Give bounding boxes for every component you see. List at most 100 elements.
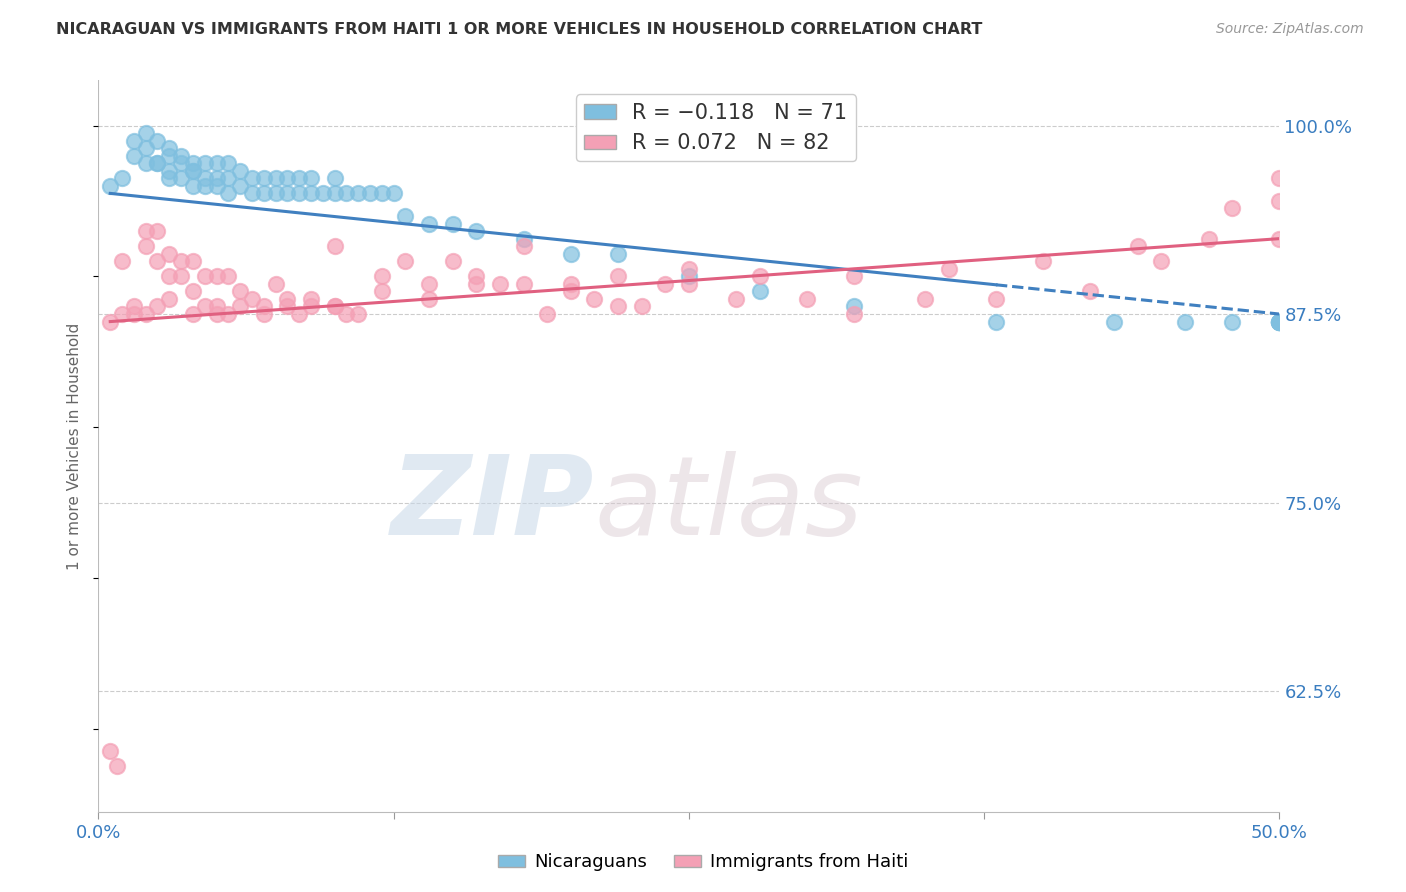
Point (299, 300, 322, 314)
Point (1220, 202, 1243, 216)
Point (229, 163, 252, 178)
Point (122, 300, 145, 314)
Point (844, 300, 866, 314)
Point (394, 209, 416, 223)
Legend: Nicaraguans, Immigrants from Haiti: Nicaraguans, Immigrants from Haiti (491, 847, 915, 879)
Point (489, 277, 512, 291)
Point (1268, 315, 1291, 329)
Point (512, 277, 534, 291)
Point (253, 307, 276, 321)
Point (264, 186, 287, 201)
Point (512, 239, 534, 253)
Point (323, 300, 346, 314)
Point (1032, 254, 1054, 268)
Point (1080, 285, 1102, 299)
Point (194, 156, 217, 170)
Point (181, 254, 204, 268)
Point (276, 300, 298, 314)
Point (312, 186, 335, 201)
Point (1268, 171, 1291, 186)
Point (253, 300, 276, 314)
Point (441, 217, 464, 231)
Point (205, 307, 228, 321)
Point (253, 186, 276, 201)
Point (181, 156, 204, 170)
Point (796, 292, 818, 306)
Point (914, 292, 936, 306)
Point (276, 186, 298, 201)
Point (170, 269, 193, 284)
Point (229, 285, 252, 299)
Point (654, 277, 676, 291)
Point (299, 186, 322, 201)
Point (1268, 232, 1291, 246)
Point (1102, 315, 1125, 329)
Point (607, 246, 630, 260)
Point (441, 254, 464, 268)
Point (146, 134, 169, 148)
Point (194, 171, 217, 186)
Point (170, 254, 193, 268)
Point (122, 134, 145, 148)
Point (194, 269, 217, 284)
Point (323, 171, 346, 186)
Point (105, 759, 128, 773)
Point (217, 171, 239, 186)
Point (844, 307, 866, 321)
Point (1220, 315, 1243, 329)
Point (984, 315, 1007, 329)
Point (170, 171, 193, 186)
Point (1268, 315, 1291, 329)
Point (170, 149, 193, 163)
Point (181, 163, 204, 178)
Point (170, 156, 193, 170)
Point (323, 186, 346, 201)
Point (240, 186, 263, 201)
Point (135, 156, 157, 170)
Point (844, 269, 866, 284)
Point (122, 307, 145, 321)
Point (1198, 232, 1220, 246)
Point (1268, 194, 1291, 208)
Point (583, 292, 606, 306)
Point (1126, 239, 1149, 253)
Point (560, 285, 582, 299)
Point (1268, 315, 1291, 329)
Point (135, 307, 157, 321)
Point (607, 269, 630, 284)
Point (560, 277, 582, 291)
Point (299, 292, 322, 306)
Point (418, 292, 440, 306)
Point (240, 171, 263, 186)
Point (748, 269, 770, 284)
Point (347, 307, 370, 321)
Point (335, 186, 357, 201)
Point (678, 261, 700, 276)
Point (678, 277, 700, 291)
Point (135, 224, 157, 238)
Point (288, 307, 311, 321)
Point (157, 269, 180, 284)
Point (536, 307, 558, 321)
Y-axis label: 1 or more Vehicles in Household: 1 or more Vehicles in Household (67, 322, 83, 570)
Point (938, 261, 960, 276)
Point (288, 171, 311, 186)
Point (157, 149, 180, 163)
Point (347, 186, 370, 201)
Point (135, 239, 157, 253)
Point (217, 186, 239, 201)
Point (229, 300, 252, 314)
Point (146, 224, 169, 238)
Point (181, 285, 204, 299)
Point (323, 239, 346, 253)
Point (122, 149, 145, 163)
Point (181, 178, 204, 193)
Point (181, 163, 204, 178)
Legend: R = −0.118   N = 71, R = 0.072   N = 82: R = −0.118 N = 71, R = 0.072 N = 82 (576, 95, 856, 161)
Text: atlas: atlas (595, 451, 863, 558)
Point (157, 163, 180, 178)
Point (135, 126, 157, 140)
Point (371, 285, 394, 299)
Point (111, 307, 134, 321)
Point (560, 246, 582, 260)
